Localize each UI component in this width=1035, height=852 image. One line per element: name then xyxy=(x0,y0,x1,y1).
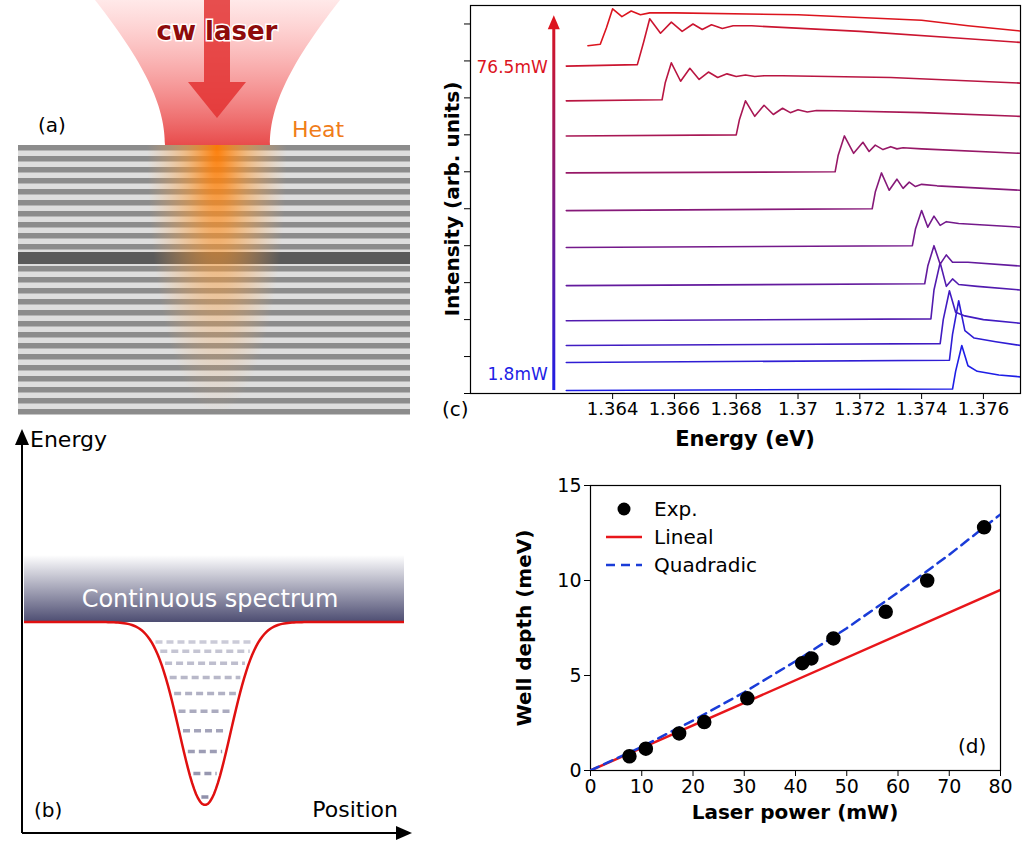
svg-text:1.368: 1.368 xyxy=(710,398,762,419)
svg-text:1.374: 1.374 xyxy=(896,398,948,419)
svg-text:40: 40 xyxy=(783,775,807,797)
html-text:Intensity (arb. units): Intensity (arb. units) xyxy=(440,81,464,317)
svg-text:1.376: 1.376 xyxy=(958,398,1010,419)
svg-text:1.364: 1.364 xyxy=(587,398,639,419)
svg-text:(b): (b) xyxy=(34,798,62,822)
html-text:Quadradic: Quadradic xyxy=(654,553,758,577)
html-text:Lineal: Lineal xyxy=(654,525,714,549)
svg-text:20: 20 xyxy=(681,775,705,797)
svg-text:Continuous spectrum: Continuous spectrum xyxy=(82,585,339,613)
svg-text:80: 80 xyxy=(988,775,1012,797)
html-text:(d): (d) xyxy=(958,734,987,758)
svg-text:0: 0 xyxy=(569,759,581,781)
svg-text:Heat: Heat xyxy=(292,117,345,142)
svg-text:0: 0 xyxy=(584,775,596,797)
html-text:Laser power (mW): Laser power (mW) xyxy=(691,800,899,824)
svg-text:10: 10 xyxy=(557,569,581,591)
html-text:Well depth (meV): Well depth (meV) xyxy=(512,529,536,726)
svg-text:1.37: 1.37 xyxy=(778,398,818,419)
svg-text:76.5mW: 76.5mW xyxy=(477,57,548,77)
svg-text:5: 5 xyxy=(569,664,581,686)
svg-text:cw laser: cw laser xyxy=(157,16,278,46)
svg-text:10: 10 xyxy=(630,775,654,797)
svg-text:70: 70 xyxy=(937,775,961,797)
svg-text:1.8mW: 1.8mW xyxy=(487,364,548,384)
svg-text:15: 15 xyxy=(557,474,581,496)
svg-text:60: 60 xyxy=(886,775,910,797)
html-text:Energy (eV): Energy (eV) xyxy=(675,426,815,451)
svg-text:Position: Position xyxy=(312,797,398,822)
svg-text:1.366: 1.366 xyxy=(649,398,701,419)
svg-text:(a): (a) xyxy=(38,113,66,137)
html-text:Exp.: Exp. xyxy=(654,497,698,521)
svg-text:30: 30 xyxy=(732,775,756,797)
svg-text:Energy: Energy xyxy=(30,427,107,452)
html-text:(c): (c) xyxy=(442,397,469,421)
svg-text:50: 50 xyxy=(835,775,859,797)
svg-text:1.372: 1.372 xyxy=(834,398,886,419)
